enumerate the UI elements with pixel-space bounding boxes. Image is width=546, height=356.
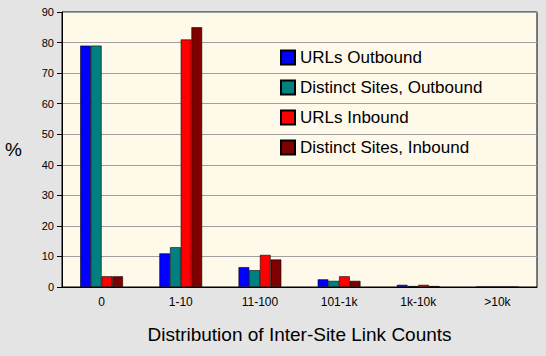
svg-text:Distinct Sites, Outbound: Distinct Sites, Outbound bbox=[300, 78, 482, 97]
svg-text:90: 90 bbox=[42, 6, 54, 18]
svg-text:1k-10k: 1k-10k bbox=[400, 295, 437, 309]
svg-text:50: 50 bbox=[42, 128, 54, 140]
svg-text:Distinct Sites, Inbound: Distinct Sites, Inbound bbox=[300, 138, 469, 157]
svg-text:URLs Outbound: URLs Outbound bbox=[300, 48, 422, 67]
svg-text:70: 70 bbox=[42, 67, 54, 79]
svg-text:101-1k: 101-1k bbox=[321, 295, 359, 309]
svg-text:%: % bbox=[5, 139, 22, 160]
svg-text:Distribution of Inter-Site Lin: Distribution of Inter-Site Link Counts bbox=[147, 324, 451, 345]
svg-text:0: 0 bbox=[48, 281, 54, 293]
svg-text:20: 20 bbox=[42, 220, 54, 232]
svg-text:60: 60 bbox=[42, 98, 54, 110]
svg-text:URLs Inbound: URLs Inbound bbox=[300, 108, 409, 127]
svg-text:0: 0 bbox=[98, 295, 105, 309]
svg-text:30: 30 bbox=[42, 189, 54, 201]
svg-text:10: 10 bbox=[42, 250, 54, 262]
svg-text:11-100: 11-100 bbox=[242, 295, 279, 309]
svg-text:40: 40 bbox=[42, 159, 54, 171]
svg-text:80: 80 bbox=[42, 37, 54, 49]
svg-text:>10k: >10k bbox=[484, 295, 511, 309]
svg-text:1-10: 1-10 bbox=[169, 295, 193, 309]
